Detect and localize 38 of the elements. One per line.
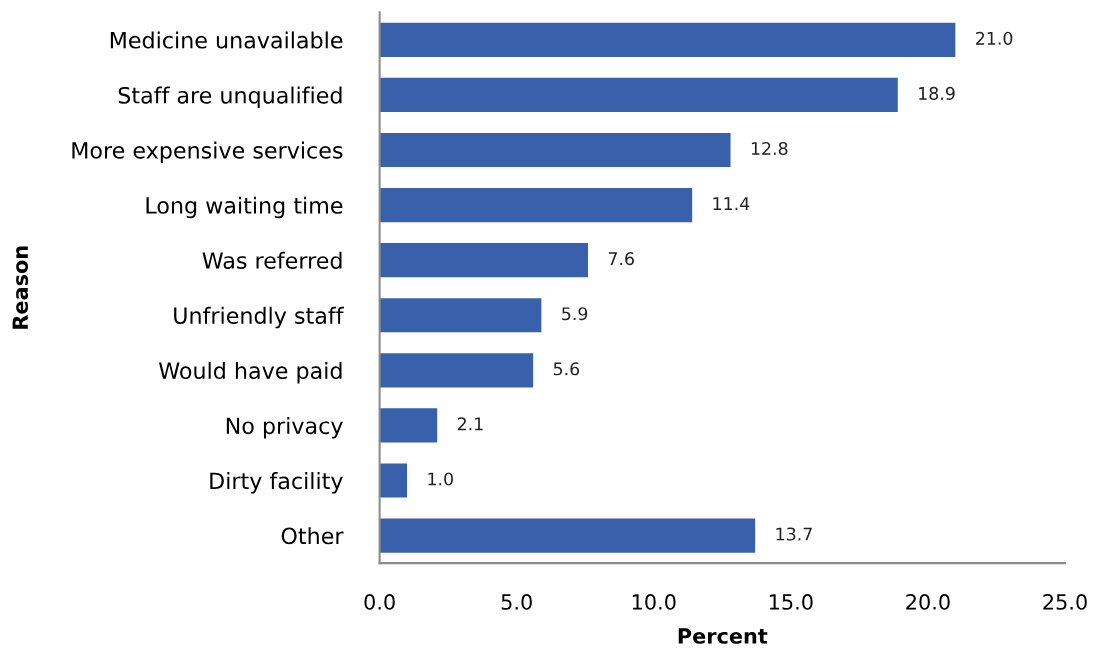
bar (379, 77, 898, 113)
data-label: 21.0 (976, 31, 1013, 45)
data-label: 2.1 (457, 417, 483, 431)
data-label: 7.6 (608, 252, 634, 266)
bar (379, 518, 756, 553)
data-label: 18.9 (919, 86, 955, 100)
x-tick-label: 0.0 (364, 594, 395, 610)
data-label: 11.4 (713, 197, 750, 210)
y-tick-label: Would have paid (158, 361, 342, 384)
data-label: 5.6 (553, 362, 580, 376)
bar (379, 243, 588, 278)
data-label: 13.7 (776, 527, 812, 541)
y-tick-label: Staff are unqualified (118, 86, 342, 108)
y-tick-label: Medicine unavailable (110, 31, 343, 49)
data-label: 12.8 (751, 141, 788, 156)
bar (379, 132, 731, 168)
x-tick-label: 15.0 (769, 594, 813, 610)
x-tick-label: 20.0 (906, 594, 950, 610)
bar (379, 22, 956, 57)
data-label: 5.9 (562, 307, 588, 321)
y-axis-title: Reason (12, 246, 29, 329)
x-axis-title: Percent (678, 628, 768, 644)
x-tick-label: 10.0 (632, 594, 676, 610)
bar (379, 188, 693, 223)
y-tick-label: Was referred (202, 251, 342, 269)
bar (379, 463, 408, 498)
y-tick-label: Long waiting time (146, 196, 343, 219)
y-tick-label: Unfriendly staff (174, 306, 344, 329)
y-tick-label: Other (281, 527, 344, 545)
bar (379, 408, 438, 443)
y-tick-label: No privacy (226, 416, 343, 439)
data-label: 1.0 (428, 472, 453, 486)
x-tick-label: 25.0 (1043, 594, 1087, 610)
y-tick-label: More expensive services (72, 141, 343, 164)
y-tick-label: Dirty facility (210, 472, 343, 494)
bar (379, 353, 534, 388)
bar (379, 298, 542, 333)
x-tick-label: 5.0 (501, 594, 532, 610)
